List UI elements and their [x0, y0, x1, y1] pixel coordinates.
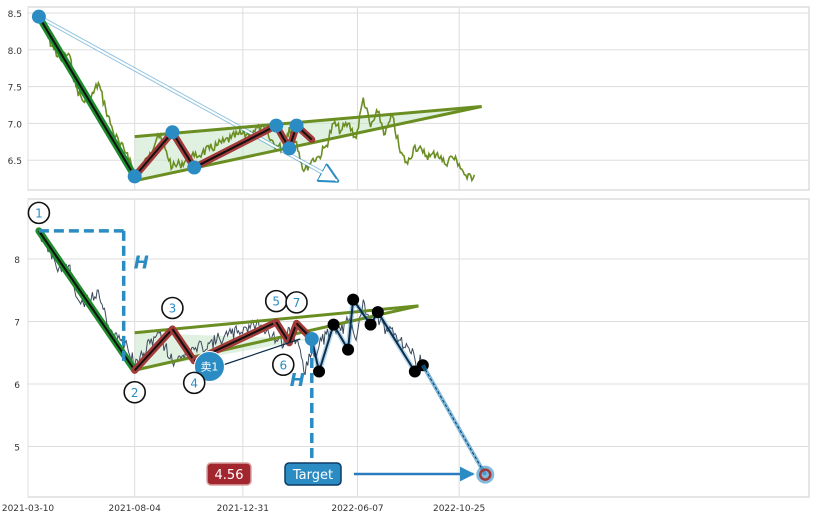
pattern-label-2: 2 [131, 386, 139, 400]
bottom-y-tick-0: 8 [14, 256, 20, 266]
top-y-tick-0: 8.5 [8, 10, 22, 20]
projection-segment-1 [318, 324, 335, 372]
top-pattern-segment-core-3 [193, 124, 277, 169]
pattern-label-circle-4 [182, 371, 206, 395]
pattern-label-circle-1 [27, 201, 51, 225]
bottom-x-tick-4: 2022-10-25 [433, 504, 485, 514]
pattern-label-circle-6 [271, 353, 295, 377]
pattern-label-1: 1 [35, 206, 43, 220]
top-panel: 8.5 8.0 7.5 7.0 6.5 [8, 6, 810, 191]
top-pattern-point-4 [269, 118, 284, 133]
pattern-label-circle-2 [123, 380, 146, 404]
sell-marker: 卖1 [193, 338, 301, 382]
pattern-label-3: 3 [169, 302, 177, 316]
top-pattern-points [31, 9, 304, 184]
target-row: 4.56 Target [206, 462, 475, 486]
target-badge [284, 462, 342, 486]
projection-point-1 [313, 365, 326, 378]
top-pattern-point-0 [31, 9, 46, 24]
top-y-tick-4: 6.5 [8, 157, 22, 167]
bottom-target-projection-inner [422, 365, 486, 475]
top-y-tick-1: 8.0 [8, 47, 23, 57]
top-y-tick-2: 7.5 [8, 84, 22, 94]
top-trendline-upper [134, 104, 482, 139]
top-y-ticks: 8.5 8.0 7.5 7.0 6.5 [8, 10, 23, 167]
bottom-x-ticks: 2021-03-10 2021-08-04 2021-12-31 2022-06-07… [2, 504, 485, 514]
bottom-y-tick-1: 7 [14, 319, 20, 329]
bottom-y-ticks: 8 7 6 5 [14, 256, 20, 454]
bottom-pattern-segment-core-0 [38, 230, 136, 371]
height-marker-1-label: H [134, 252, 149, 273]
target-marker-outer [476, 465, 495, 484]
pattern-label-4: 4 [190, 376, 198, 390]
pattern-label-circle-7 [285, 291, 308, 314]
top-pattern-point-3 [187, 160, 202, 175]
top-pattern-point-1 [127, 169, 142, 184]
top-pattern-segment-core-1 [133, 131, 174, 178]
sell-marker-leader [224, 338, 301, 366]
top-y-tick-3: 7.0 [8, 120, 23, 130]
bottom-projection [304, 293, 429, 378]
bottom-x-tick-3: 2022-06-07 [331, 504, 383, 514]
bottom-y-tick-3: 5 [14, 444, 20, 454]
bottom-price-line [38, 230, 424, 376]
pattern-point-labels: 1 2 3 4 5 6 7 [27, 201, 308, 404]
bottom-x-tick-0: 2021-03-10 [2, 504, 55, 514]
projection-point-3 [342, 343, 355, 356]
projection-point-2 [327, 318, 340, 331]
target-value-text: 4.56 [215, 468, 244, 483]
bottom-pattern-segment-core-2 [171, 328, 196, 362]
projection-segment-3 [347, 299, 355, 350]
bottom-x-tick-1: 2021-08-04 [109, 504, 162, 514]
top-pattern-point-6 [289, 118, 304, 133]
pattern-label-5: 5 [272, 295, 280, 309]
bottom-y-tick-2: 6 [14, 381, 20, 391]
bottom-x-tick-2: 2021-12-31 [217, 504, 269, 514]
top-pattern-point-2 [165, 125, 180, 140]
projection-point-4 [347, 293, 360, 306]
bottom-trendline-lower [134, 304, 419, 372]
top-pattern-segment-core-0 [38, 16, 136, 177]
pattern-label-circle-3 [161, 296, 184, 320]
projection-segment-6 [376, 311, 416, 373]
sell-marker-label: 卖1 [200, 361, 218, 374]
bottom-pattern-segment-core-1 [133, 328, 174, 371]
height-markers: HH [38, 229, 314, 475]
height-marker-2-label: H [290, 370, 305, 391]
target-badge-text: Target [292, 468, 333, 483]
target-value-badge [206, 462, 252, 486]
pattern-label-7: 7 [293, 296, 301, 310]
bottom-panel: 8 7 6 5 2021-03-10 2021-08-04 2021-12-31 2022-… [2, 198, 810, 514]
projection-point-6 [371, 306, 384, 319]
top-pattern-point-5 [282, 141, 297, 156]
projection-start-point [304, 332, 319, 346]
sell-marker-bubble [193, 351, 225, 382]
top-price-line [38, 16, 476, 183]
projection-point-5 [364, 318, 377, 331]
target-marker-ring [479, 468, 492, 481]
target-marker [476, 465, 495, 484]
pattern-label-6: 6 [279, 358, 287, 372]
